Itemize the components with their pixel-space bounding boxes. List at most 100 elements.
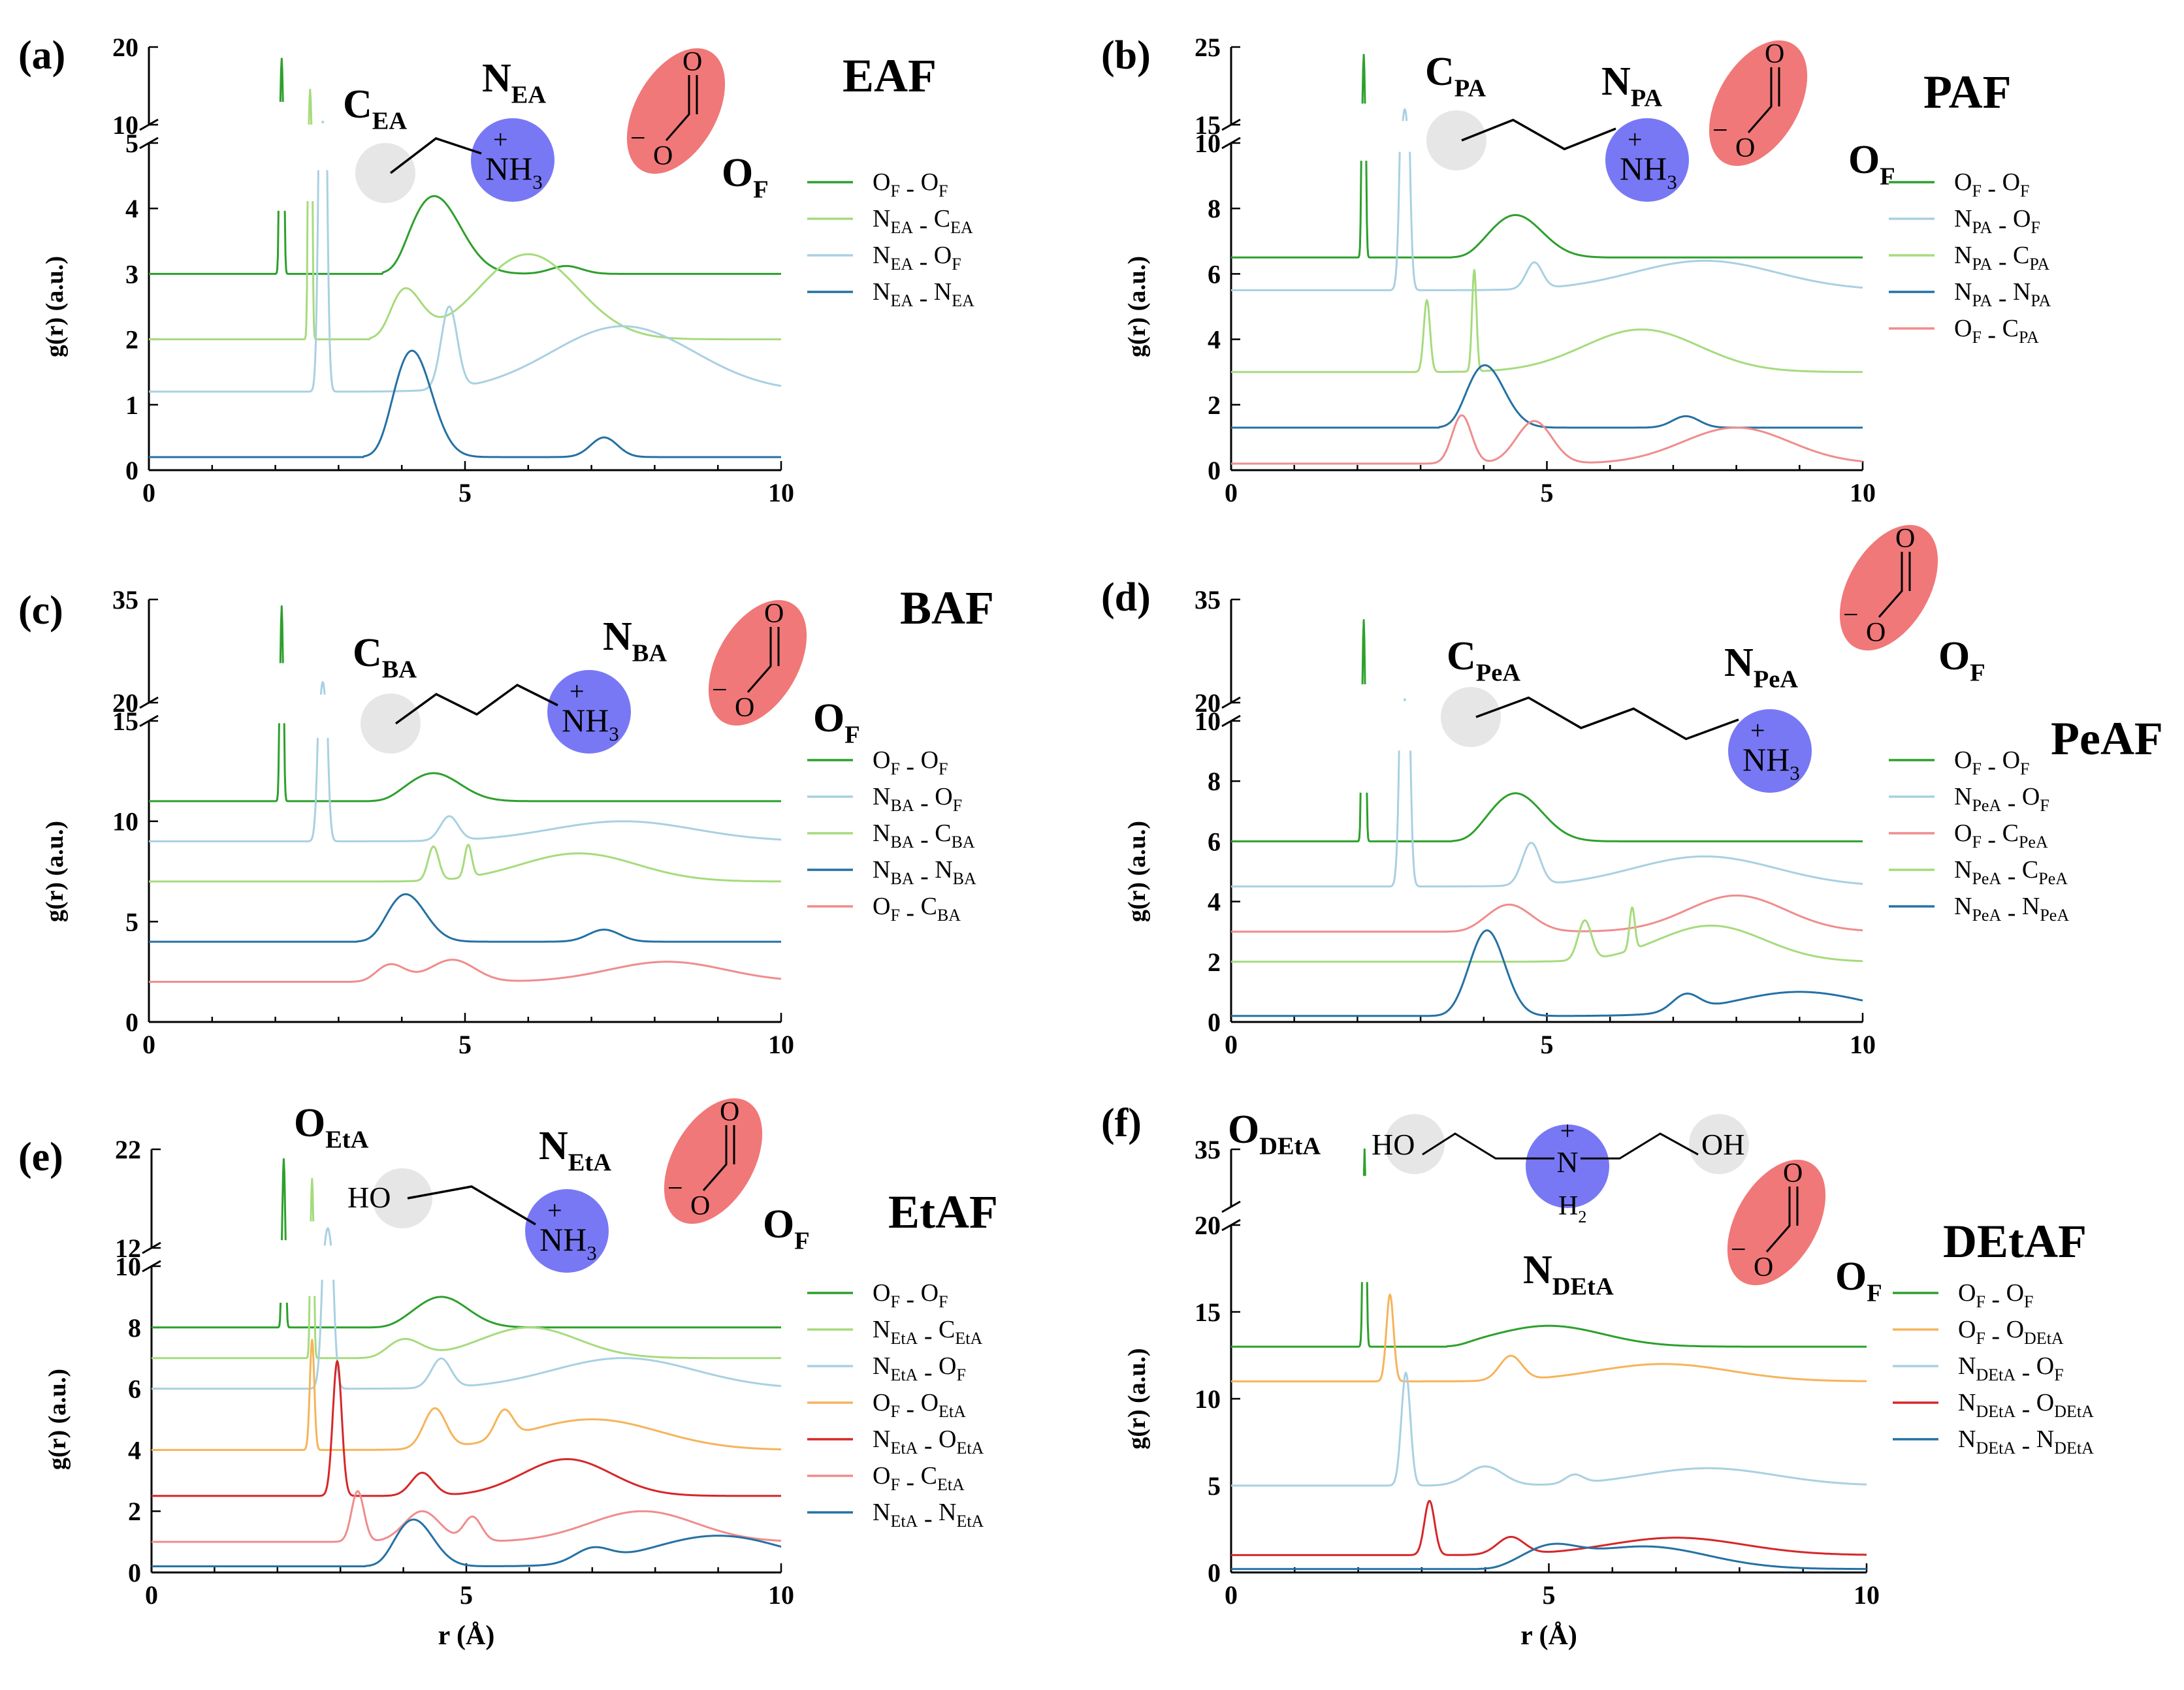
x-tick-label: 0 [142,1030,155,1059]
y-tick-label: 3 [125,259,138,289]
legend-atom: O [873,168,890,196]
legend-sub: F [1976,1292,1985,1311]
formate-anion-blob [1839,524,1938,651]
plus-sign: + [547,1196,562,1225]
y-tick-label: 0 [1208,456,1221,485]
legend-sub: F [953,796,962,815]
series-line-2 [1230,1371,1867,1487]
legend-entry: NDEtA - ODEtA [1958,1389,2094,1423]
legend-atom: O [2022,783,2040,810]
formate-bonds [1747,67,1780,133]
formate-o: O [682,47,702,77]
legend-entry: OF - OF [873,746,948,780]
formate-o: O [1895,524,1915,554]
legend-dash: - [1992,285,2013,312]
oxygen-label-sub: F [794,1227,809,1254]
legend-atom: N [873,242,890,269]
legend-entry: OF - OF [873,1279,948,1313]
legend-dash: - [2001,899,2022,927]
ammonium-group: NH3 [562,702,619,745]
x-tick-label: 5 [1543,1580,1556,1610]
legend-atom: N [939,1499,956,1526]
compound-name: DEtAF [1943,1215,2087,1268]
y-tick-label: 35 [1195,1135,1221,1164]
tail-atom-label: CPA [1425,50,1486,102]
legend-dash: - [900,899,921,927]
legend-atom: O [1958,1279,1976,1307]
y-tick-label: 20 [112,688,138,718]
legend-dash: - [2001,863,2022,890]
legend-dash: - [900,1469,921,1496]
y-axis-label: g(r) (a.u.) [1123,256,1151,357]
tail-atom-circle [1385,1114,1445,1174]
legend-entry: NPA - OF [1954,205,2040,239]
legend-atom: N [873,278,890,306]
legend-atom: N [1958,1389,1976,1416]
legend-atom: O [2002,746,2020,774]
legend-atom: N [873,783,890,810]
series-line-4 [151,1360,782,1497]
panel-label: (c) [18,588,63,633]
cation-head-circle [471,118,554,202]
legend-entry: OF - OF [1958,1279,2034,1313]
legend-atom: N [2013,278,2031,306]
formate-bonds [1765,1187,1799,1252]
legend-atom: O [873,1462,890,1490]
y-tick-label: 10 [1195,129,1221,158]
y-tick-label: 2 [125,325,138,355]
legend-sub: EtA [955,1329,982,1348]
x-tick-label: 5 [458,478,472,507]
legend-sub: DEtA [1976,1365,2015,1384]
y-axis-label: g(r) (a.u.) [41,821,69,922]
legend-entry: OF - CEtA [873,1462,965,1496]
nitrogen-label-base: N [1523,1248,1552,1292]
formate-anion-blob [664,1098,763,1224]
y-tick-label: 5 [125,907,138,936]
legend-sub: PeA [1972,869,2001,888]
panel-label: (b) [1101,33,1151,78]
x-tick-label: 10 [1850,1030,1876,1059]
formate-o: O [1765,39,1784,69]
ammonium-group: NH3 [485,150,543,193]
tail-atom-circle [1689,1114,1749,1174]
formate-bonds [702,1125,735,1191]
compound-name: PeAF [2051,712,2163,765]
legend-entry: OF - ODEtA [1958,1316,2064,1350]
legend-sub: F [890,1292,899,1311]
panel-label: (e) [18,1135,63,1179]
nitrogen-label: NBA [603,614,667,667]
legend-sub: F [1976,1329,1985,1348]
legend-dash: - [1982,321,2002,349]
legend-entry: NDEtA - NDEtA [1958,1426,2094,1459]
y-tick-label: 15 [112,707,138,736]
y-tick-label: 6 [128,1375,141,1404]
oxygen-label-base: O [763,1202,794,1247]
legend-dash: - [1985,1322,2006,1350]
minus-sign: − [1843,600,1859,630]
y-tick-label: 12 [115,1234,141,1263]
legend-sub: F [1972,833,1981,852]
legend-atom: C [934,205,950,232]
y-axis-label: g(r) (a.u.) [1123,821,1151,922]
tail-atom-label: ODEtA [1228,1108,1321,1160]
legend-atom: N [873,1352,890,1380]
legend-atom: O [2013,205,2031,232]
legend-sub: EtA [890,1439,918,1458]
legend-sub: BA [890,796,914,815]
series-line-2 [151,1227,782,1390]
series-line-4 [1230,1542,1867,1570]
legend-entry: OF - CBA [873,893,961,927]
legend-sub: F [939,1292,948,1311]
series-line-6 [151,1518,782,1568]
legend-entry: NPeA - OF [1954,783,2049,817]
tail-atom-label-base: C [1425,50,1454,94]
tail-atom-label-base: C [343,82,372,127]
legend-dash: - [1982,826,2002,853]
y-tick-label: 6 [1208,827,1221,856]
hydroxyl-group: OH [1701,1128,1744,1161]
cation-head-circle [1605,118,1689,202]
legend-dash: - [918,1432,939,1459]
